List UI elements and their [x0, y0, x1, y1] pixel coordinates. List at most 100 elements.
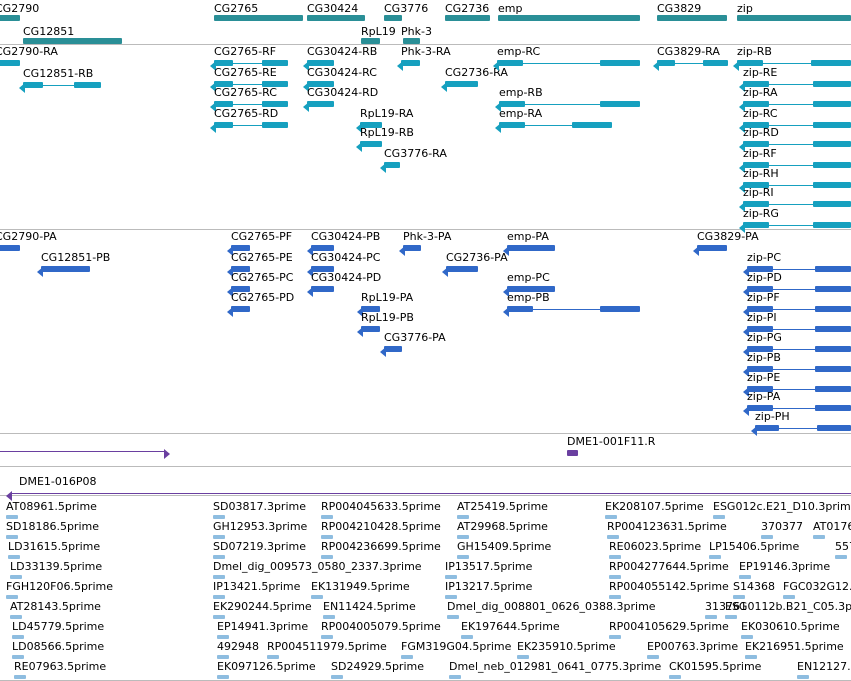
est-feature[interactable]: [323, 615, 335, 619]
est-feature[interactable]: [445, 575, 457, 579]
est-feature[interactable]: [213, 555, 225, 559]
intron-line[interactable]: [747, 349, 851, 350]
est-feature[interactable]: [8, 555, 20, 559]
exon-block[interactable]: [814, 346, 851, 352]
est-feature[interactable]: [705, 615, 717, 619]
exon-block[interactable]: [697, 245, 727, 251]
intron-line[interactable]: [499, 125, 612, 126]
est-feature[interactable]: [401, 655, 413, 659]
gene-feature[interactable]: [737, 15, 851, 21]
intron-line[interactable]: [747, 269, 851, 270]
est-feature[interactable]: [10, 615, 22, 619]
exon-block[interactable]: [231, 286, 250, 292]
exon-block[interactable]: [0, 60, 20, 66]
intron-line[interactable]: [743, 204, 851, 205]
exon-block[interactable]: [813, 122, 851, 128]
exon-block[interactable]: [813, 141, 851, 147]
exon-block[interactable]: [817, 425, 851, 431]
intron-line[interactable]: [743, 104, 851, 105]
est-feature[interactable]: [609, 595, 621, 599]
est-feature[interactable]: [449, 675, 461, 679]
gene-feature[interactable]: [445, 15, 490, 21]
intron-line[interactable]: [747, 408, 851, 409]
est-feature[interactable]: [783, 595, 795, 599]
est-feature[interactable]: [609, 575, 621, 579]
est-feature[interactable]: [12, 655, 24, 659]
exon-block[interactable]: [307, 81, 334, 87]
est-feature[interactable]: [213, 595, 225, 599]
intron-line[interactable]: [214, 104, 288, 105]
intron-line[interactable]: [23, 85, 101, 86]
est-feature[interactable]: [647, 655, 659, 659]
exon-block[interactable]: [507, 245, 555, 251]
exon-block[interactable]: [814, 386, 851, 392]
est-feature[interactable]: [12, 635, 24, 639]
intron-line[interactable]: [214, 125, 288, 126]
intron-line[interactable]: [743, 165, 851, 166]
exon-block[interactable]: [703, 60, 728, 66]
exon-block[interactable]: [814, 405, 851, 411]
exon-block[interactable]: [600, 101, 640, 107]
est-feature[interactable]: [267, 655, 279, 659]
est-feature[interactable]: [609, 635, 621, 639]
exon-block[interactable]: [361, 326, 380, 332]
exon-block[interactable]: [0, 245, 20, 251]
gene-feature[interactable]: [498, 15, 640, 21]
exon-block[interactable]: [813, 182, 851, 188]
est-feature[interactable]: [761, 535, 773, 539]
est-feature[interactable]: [741, 635, 753, 639]
exon-block[interactable]: [361, 306, 380, 312]
exon-block[interactable]: [307, 60, 334, 66]
exon-block[interactable]: [262, 81, 288, 87]
est-feature[interactable]: [813, 535, 825, 539]
intron-line[interactable]: [657, 63, 728, 64]
est-feature[interactable]: [457, 535, 469, 539]
exon-block[interactable]: [814, 286, 851, 292]
est-feature[interactable]: [6, 595, 18, 599]
exon-block[interactable]: [307, 101, 334, 107]
est-feature[interactable]: [213, 535, 225, 539]
gene-feature[interactable]: [384, 15, 402, 21]
intron-line[interactable]: [743, 144, 851, 145]
est-feature[interactable]: [733, 595, 745, 599]
exon-block[interactable]: [384, 346, 402, 352]
clone-feature[interactable]: [567, 450, 578, 456]
gene-feature[interactable]: [0, 15, 20, 21]
est-feature[interactable]: [797, 675, 809, 679]
exon-block[interactable]: [814, 326, 851, 332]
clone-feature[interactable]: [0, 451, 166, 452]
exon-block[interactable]: [814, 266, 851, 272]
est-feature[interactable]: [217, 655, 229, 659]
intron-line[interactable]: [214, 63, 288, 64]
intron-line[interactable]: [214, 84, 288, 85]
gene-feature[interactable]: [214, 15, 303, 21]
exon-block[interactable]: [445, 81, 478, 87]
est-feature[interactable]: [217, 675, 229, 679]
exon-block[interactable]: [360, 141, 382, 147]
est-feature[interactable]: [745, 655, 757, 659]
exon-block[interactable]: [384, 162, 400, 168]
gene-feature[interactable]: [403, 38, 420, 44]
intron-line[interactable]: [747, 289, 851, 290]
intron-line[interactable]: [499, 104, 640, 105]
exon-block[interactable]: [813, 101, 851, 107]
exon-block[interactable]: [813, 162, 851, 168]
exon-block[interactable]: [262, 60, 288, 66]
est-feature[interactable]: [669, 675, 681, 679]
est-feature[interactable]: [457, 555, 469, 559]
intron-line[interactable]: [747, 389, 851, 390]
gene-feature[interactable]: [23, 38, 122, 44]
intron-line[interactable]: [497, 63, 640, 64]
exon-block[interactable]: [360, 122, 382, 128]
intron-line[interactable]: [755, 428, 851, 429]
est-feature[interactable]: [713, 515, 725, 519]
est-feature[interactable]: [311, 595, 323, 599]
est-feature[interactable]: [447, 615, 459, 619]
est-feature[interactable]: [461, 635, 473, 639]
exon-block[interactable]: [814, 366, 851, 372]
exon-block[interactable]: [446, 266, 478, 272]
exon-block[interactable]: [262, 122, 288, 128]
est-feature[interactable]: [6, 535, 18, 539]
intron-line[interactable]: [743, 125, 851, 126]
est-feature[interactable]: [213, 515, 225, 519]
